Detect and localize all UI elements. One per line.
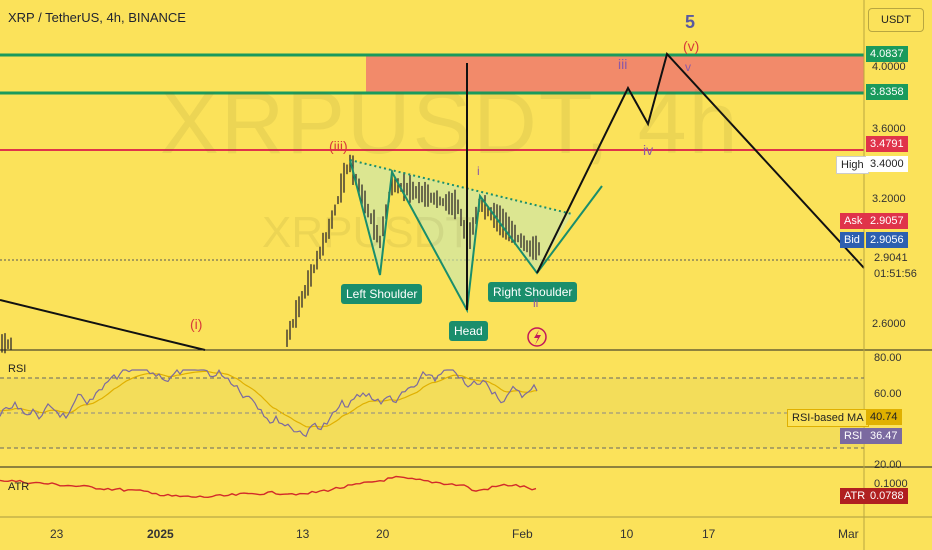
rsi-ma-value: 40.74 [866,409,902,425]
bid-label: Bid [840,232,864,248]
rsi-line [0,368,538,438]
wave-i-paren-label[interactable]: (i) [190,316,203,332]
price-tick: 3.2000 [872,193,906,205]
rsi-pane-label[interactable]: RSI [8,363,27,375]
atr-value: 0.0788 [866,488,908,504]
time-label: 10 [620,527,634,541]
bid-value: 2.9056 [866,232,908,248]
rsi-ma-label: RSI-based MA [787,409,869,427]
time-label: 13 [296,527,310,541]
ask-value: 2.9057 [866,213,908,229]
price-candles [1,154,540,354]
time-label: 23 [50,527,64,541]
left-shoulder-label[interactable]: Left Shoulder [341,284,423,304]
time-label: Feb [512,527,533,541]
price-tick: 4.0000 [872,61,906,73]
time-label: Mar [838,527,859,541]
time-label: 20 [376,527,390,541]
price-tick: 2.6000 [872,318,906,330]
wave-i-label[interactable]: i [477,164,480,178]
price-tick: 3.6000 [872,123,906,135]
symbol-title[interactable]: XRP / TetherUS, 4h, BINANCE [8,10,186,25]
rsi-value: 36.47 [866,428,902,444]
rsi-ma-line [0,370,537,428]
wave-v-paren-label[interactable]: (v) [683,38,700,54]
projection-path [536,51,865,274]
wave-ii-label[interactable]: ii [533,296,539,310]
atr-line [0,475,537,499]
pattern-fill [350,160,572,310]
bolt-glyph [534,330,541,345]
time-label: 2025 [147,527,174,541]
last-price: 2.9041 [874,252,908,264]
high-value: 3.4000 [866,156,908,172]
wave-iv-label[interactable]: iv [643,142,654,158]
price-tag-red: 3.4791 [866,136,908,152]
rsi-tick: 60.00 [874,388,902,400]
high-label: High [836,156,869,174]
time-label: 17 [702,527,716,541]
right-shoulder-label[interactable]: Right Shoulder [488,282,578,302]
atr-value-label: ATR [840,488,870,504]
wave-iii-paren-label[interactable]: (iii) [329,138,348,154]
atr-pane-label[interactable]: ATR [8,481,30,493]
price-tag-lower: 3.8358 [866,84,908,100]
rsi-tick: 80.00 [874,352,902,364]
atr-tick: 0.1000 [874,478,908,490]
currency-button[interactable]: USDT [868,8,924,32]
rsi-value-label: RSI [840,428,867,444]
head-label[interactable]: Head [449,321,488,341]
wave-iii-label[interactable]: iii [618,56,628,72]
neckline [349,159,573,215]
bar-countdown: 01:51:56 [874,268,917,280]
price-tag-upper: 4.0837 [866,46,908,62]
wave-v-label[interactable]: v [685,60,691,74]
watermark-small: XRPUSDT [262,208,473,257]
watermark: XRPUSDT, 4h [160,73,740,172]
rsi-tick: 20.00 [874,459,902,471]
ask-label: Ask [840,213,867,229]
supply-zone [366,55,864,93]
wave-5-label[interactable]: 5 [685,12,696,32]
trendline-left [0,299,206,351]
